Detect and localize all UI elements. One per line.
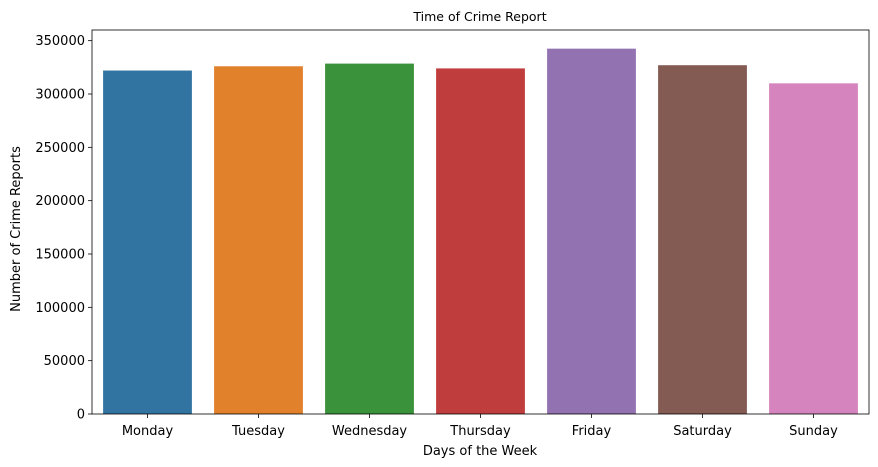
y-axis-label: Number of Crime Reports <box>9 146 24 312</box>
y-tick-label: 150000 <box>35 248 85 263</box>
x-tick-label: Friday <box>572 424 612 439</box>
bar-wednesday <box>325 63 414 414</box>
y-tick-label: 200000 <box>35 194 85 209</box>
y-axis-ticks: 0 50000 100000 150000 200000 250000 300000 3500… <box>35 34 92 423</box>
x-tick-label: Tuesday <box>231 424 285 439</box>
x-axis-ticks: Monday Tuesday Wednesday Thursday Friday Satu… <box>122 414 838 439</box>
bar-sunday <box>769 83 858 414</box>
plot-frame <box>91 29 870 415</box>
y-tick-label: 100000 <box>35 301 85 316</box>
x-tick-label: Saturday <box>673 424 732 439</box>
x-axis-label: Days of the Week <box>423 444 538 459</box>
x-tick-label: Thursday <box>449 424 511 439</box>
bar-thursday <box>436 68 525 415</box>
y-tick-label: 50000 <box>44 354 85 369</box>
y-tick-label: 250000 <box>35 141 85 156</box>
x-tick-label: Sunday <box>789 424 838 439</box>
y-tick-label: 0 <box>77 408 85 423</box>
bar-monday <box>103 70 192 415</box>
bar-friday <box>547 48 636 415</box>
chart-title: Time of Crime Report <box>412 9 546 24</box>
x-tick-label: Monday <box>122 424 174 439</box>
bar-saturday <box>658 65 747 414</box>
y-tick-label: 350000 <box>35 34 85 49</box>
bar-tuesday <box>214 66 303 415</box>
bars-group <box>103 48 858 415</box>
y-tick-label: 300000 <box>35 88 85 103</box>
x-tick-label: Wednesday <box>332 424 408 439</box>
